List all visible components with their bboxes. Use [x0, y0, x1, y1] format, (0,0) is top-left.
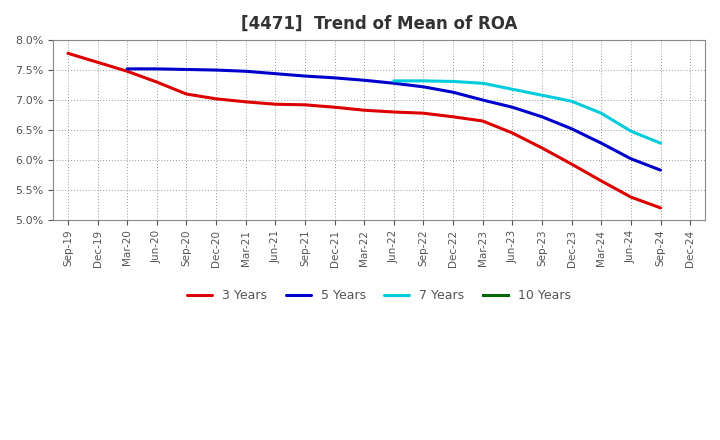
- 3 Years: [360, 107, 369, 113]
- 5 Years: [123, 66, 132, 72]
- 3 Years: [271, 102, 279, 107]
- 5 Years: [390, 81, 398, 86]
- 3 Years: [597, 178, 606, 183]
- 5 Years: [330, 75, 339, 81]
- 3 Years: [123, 69, 132, 74]
- Line: 7 Years: 7 Years: [394, 81, 660, 143]
- 5 Years: [212, 67, 220, 73]
- 5 Years: [479, 97, 487, 103]
- 3 Years: [538, 145, 546, 150]
- 7 Years: [390, 78, 398, 84]
- 7 Years: [538, 92, 546, 98]
- 5 Years: [241, 69, 250, 74]
- 5 Years: [656, 168, 665, 173]
- 3 Years: [153, 79, 161, 84]
- Line: 3 Years: 3 Years: [68, 53, 660, 208]
- Title: [4471]  Trend of Mean of ROA: [4471] Trend of Mean of ROA: [241, 15, 517, 33]
- 3 Years: [241, 99, 250, 104]
- 3 Years: [93, 60, 102, 65]
- 5 Years: [449, 90, 457, 95]
- 7 Years: [597, 110, 606, 116]
- 3 Years: [182, 92, 191, 97]
- 3 Years: [567, 161, 576, 167]
- 5 Years: [271, 71, 279, 76]
- Legend: 3 Years, 5 Years, 7 Years, 10 Years: 3 Years, 5 Years, 7 Years, 10 Years: [181, 284, 576, 307]
- 5 Years: [508, 105, 517, 110]
- 5 Years: [301, 73, 310, 79]
- 3 Years: [656, 205, 665, 210]
- 5 Years: [538, 114, 546, 119]
- 7 Years: [479, 81, 487, 86]
- 5 Years: [360, 77, 369, 83]
- 3 Years: [63, 51, 72, 56]
- 3 Years: [390, 110, 398, 115]
- 3 Years: [212, 96, 220, 102]
- 3 Years: [479, 118, 487, 124]
- Line: 5 Years: 5 Years: [127, 69, 660, 170]
- 3 Years: [508, 130, 517, 136]
- 7 Years: [419, 78, 428, 84]
- 3 Years: [419, 110, 428, 116]
- 5 Years: [182, 67, 191, 72]
- 7 Years: [508, 87, 517, 92]
- 7 Years: [449, 79, 457, 84]
- 3 Years: [330, 105, 339, 110]
- 3 Years: [449, 114, 457, 119]
- 3 Years: [301, 102, 310, 107]
- 7 Years: [567, 99, 576, 104]
- 7 Years: [626, 128, 635, 134]
- 5 Years: [597, 140, 606, 146]
- 7 Years: [656, 140, 665, 146]
- 5 Years: [419, 84, 428, 89]
- 5 Years: [153, 66, 161, 72]
- 3 Years: [626, 194, 635, 200]
- 5 Years: [567, 126, 576, 132]
- 5 Years: [626, 156, 635, 161]
